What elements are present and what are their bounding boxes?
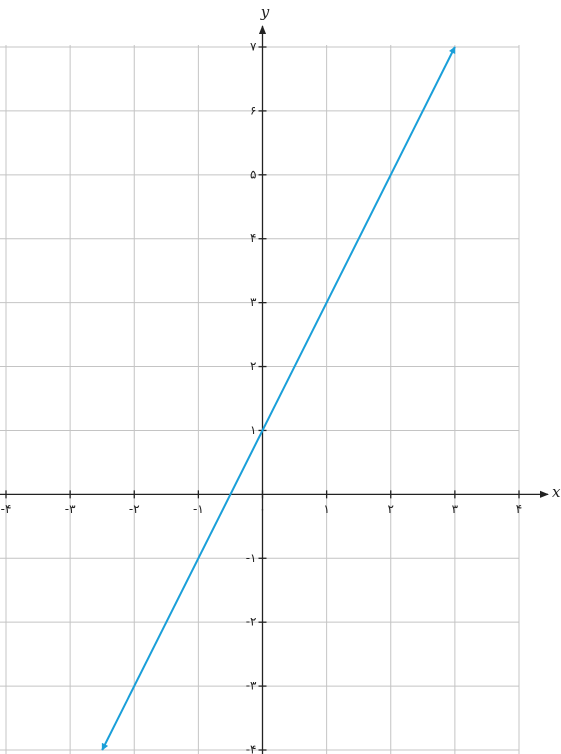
y-tick-label: ۶ [250, 103, 256, 117]
x-tick-label: ۴ [516, 502, 522, 516]
y-tick-label: ۱ [250, 423, 256, 437]
y-tick-label: -۴ [246, 743, 257, 754]
line [101, 46, 456, 751]
y-tick-label: -۱ [246, 551, 257, 565]
y-axis-label: y [260, 3, 270, 21]
x-tick-label: -۳ [65, 502, 76, 516]
x-tick-label: -۲ [129, 502, 140, 516]
x-tick-label: -۴ [1, 502, 12, 516]
marks [101, 46, 456, 751]
x-tick-label: ۳ [452, 502, 459, 516]
y-tick-label: -۳ [246, 679, 257, 693]
y-tick-label: ۷ [250, 40, 257, 54]
y-tick-label: ۵ [250, 167, 256, 181]
x-tick-label: ۱ [323, 502, 329, 516]
x-tick-label: ۲ [388, 502, 394, 516]
y-tick-label: -۲ [246, 615, 257, 629]
y-tick-label: ۴ [250, 231, 256, 245]
y-tick-label: ۳ [250, 295, 257, 309]
x-axis-label: x [552, 483, 561, 501]
y-tick-label: ۲ [250, 359, 256, 373]
grid [0, 45, 520, 754]
x-tick-label: -۱ [193, 502, 204, 516]
